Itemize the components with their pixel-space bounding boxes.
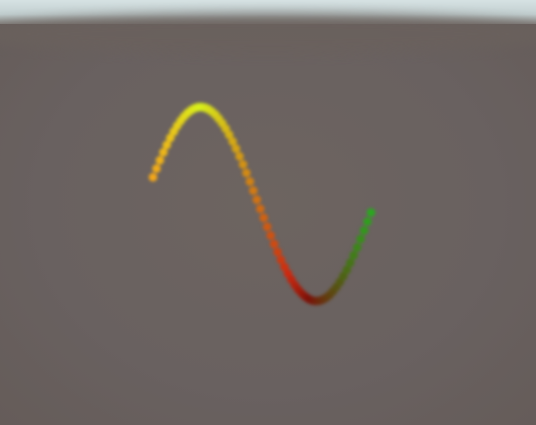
curve-point [262,222,272,232]
curve-point [342,265,352,275]
curve-point [162,140,172,150]
curve-point [224,130,234,139]
curve-point [231,144,241,153]
curve-point [366,208,376,217]
curve-point [249,186,258,195]
curve-point [148,172,158,182]
curve-point [235,152,244,161]
curve-point [245,177,255,186]
curve-point [280,262,289,272]
curve-point [166,133,175,143]
curve-point [266,231,276,240]
curve-point [356,234,365,244]
curve-point [349,251,359,260]
curve-point [359,226,369,235]
curve-point [345,258,355,268]
curve-point [273,247,282,257]
curve-point [159,148,168,157]
curve-point [228,137,237,146]
curve-point [276,255,286,265]
curve-point [238,160,248,169]
curve-point [339,271,348,281]
curve-point [155,156,165,165]
curve-point [252,195,262,204]
curve-point [363,217,372,226]
curve-point [255,204,265,214]
horizon-line [0,14,536,54]
curve-point [242,168,251,178]
curve-points [148,102,376,306]
curve-point [152,164,161,173]
curve-point [259,213,269,223]
curve-point [269,239,279,249]
curve-point [352,243,362,252]
